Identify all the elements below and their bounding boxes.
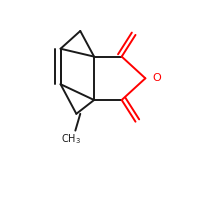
Text: CH$_3$: CH$_3$ [61,133,81,146]
Text: O: O [152,73,161,83]
